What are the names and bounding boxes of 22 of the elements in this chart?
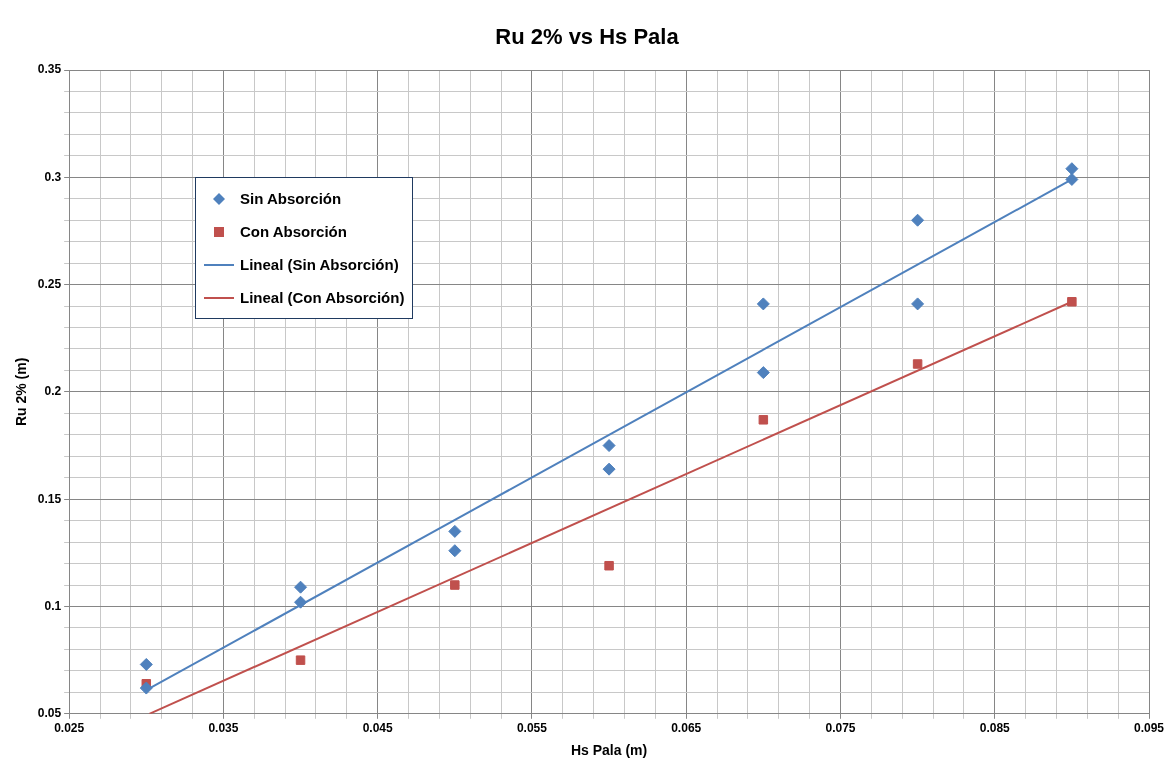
legend-label: Con Absorción (240, 223, 347, 240)
y-tick-label: 0.2 (44, 384, 62, 399)
y-tick-label: 0.35 (37, 62, 62, 77)
legend-label: Lineal (Con Absorción) (240, 289, 405, 306)
x-tick-label: 0.065 (671, 721, 702, 736)
y-tick-label: 0.25 (37, 276, 62, 291)
y-tick-label: 0.1 (44, 598, 62, 613)
y-tick-label: 0.3 (44, 169, 62, 184)
y-tick-label: 0.05 (37, 706, 62, 721)
x-tick-label: 0.025 (54, 721, 85, 736)
y-tick-label: 0.15 (37, 491, 62, 506)
x-tick-label: 0.095 (1133, 721, 1165, 736)
x-tick-label: 0.075 (825, 721, 856, 736)
y-axis-title: Ru 2% (m) (13, 357, 30, 427)
legend-label: Lineal (Sin Absorción) (240, 256, 399, 273)
chart-title: Ru 2% vs Hs Pala (494, 24, 680, 50)
x-tick-label: 0.055 (516, 721, 548, 736)
x-tick-label: 0.045 (362, 721, 394, 736)
x-tick-label: 0.035 (208, 721, 239, 736)
x-tick-label: 0.085 (979, 721, 1011, 736)
legend-label: Sin Absorción (240, 190, 342, 207)
x-axis-title: Hs Pala (m) (570, 742, 648, 759)
